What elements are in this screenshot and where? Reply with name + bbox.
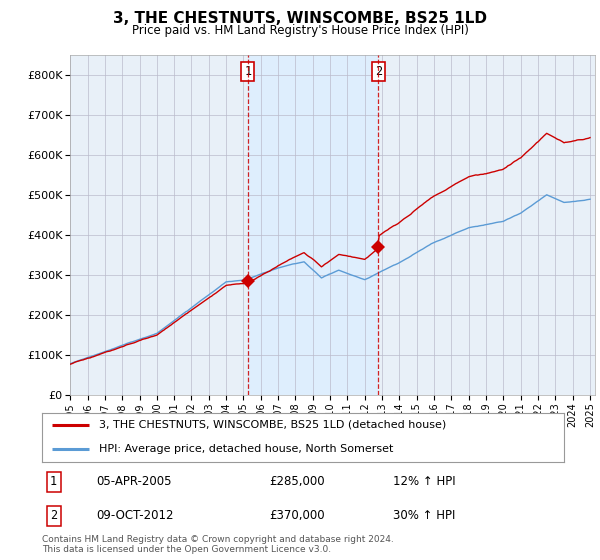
Bar [248,55,379,395]
Text: 12% ↑ HPI: 12% ↑ HPI [393,475,455,488]
Text: £285,000: £285,000 [269,475,325,488]
Text: 09-OCT-2012: 09-OCT-2012 [96,510,173,522]
Text: 2: 2 [375,66,382,78]
Text: 3, THE CHESTNUTS, WINSCOMBE, BS25 1LD (detached house): 3, THE CHESTNUTS, WINSCOMBE, BS25 1LD (d… [100,419,446,430]
Text: 1: 1 [50,475,57,488]
Text: 1: 1 [244,66,251,78]
Text: £370,000: £370,000 [269,510,325,522]
Text: HPI: Average price, detached house, North Somerset: HPI: Average price, detached house, Nort… [100,444,394,454]
Text: 3, THE CHESTNUTS, WINSCOMBE, BS25 1LD: 3, THE CHESTNUTS, WINSCOMBE, BS25 1LD [113,11,487,26]
Text: 30% ↑ HPI: 30% ↑ HPI [393,510,455,522]
Text: Price paid vs. HM Land Registry's House Price Index (HPI): Price paid vs. HM Land Registry's House … [131,24,469,36]
Text: Contains HM Land Registry data © Crown copyright and database right 2024.
This d: Contains HM Land Registry data © Crown c… [42,535,394,554]
Text: 2: 2 [50,510,57,522]
Text: 05-APR-2005: 05-APR-2005 [96,475,172,488]
